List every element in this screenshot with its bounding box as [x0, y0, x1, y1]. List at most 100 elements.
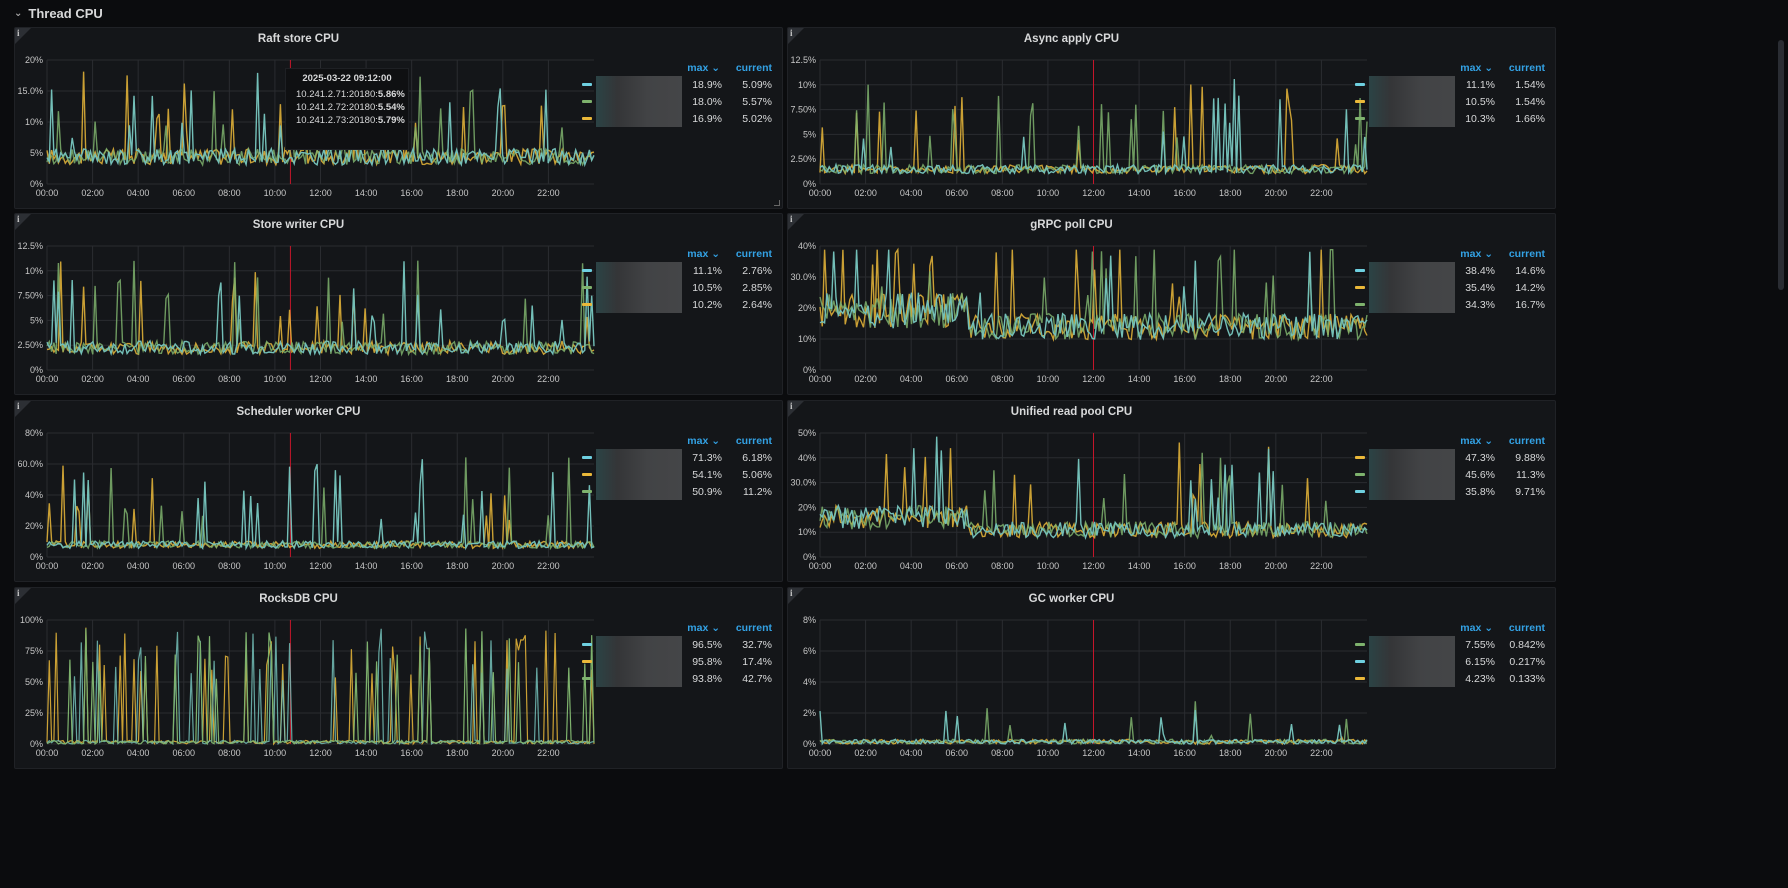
legend-item[interactable]: 7.55% 0.842%: [1355, 636, 1545, 653]
x-tick-label: 18:00: [446, 374, 469, 384]
legend-item[interactable]: 4.23% 0.133%: [1355, 670, 1545, 687]
x-tick-label: 04:00: [127, 188, 150, 198]
legend-item[interactable]: 10.5% 1.54%: [1355, 93, 1545, 110]
chart-storew[interactable]: 0% 2.50% 5% 7.50% 10% 12.5% 00:00 02:00 04:00 06:…: [15, 214, 783, 395]
legend-max-value: 10.3%: [1465, 112, 1495, 125]
panel-title[interactable]: Scheduler worker CPU: [236, 406, 361, 418]
legend-item[interactable]: 10.5% 2.85%: [582, 279, 772, 296]
legend-current-header[interactable]: current: [1508, 248, 1545, 260]
legend-item[interactable]: 18.0% 5.57%: [582, 93, 772, 110]
chart-async[interactable]: 0% 2.50% 5% 7.50% 10% 12.5% 00:00 02:00 04:00 06:…: [788, 28, 1556, 209]
y-tick-label: 40%: [798, 241, 816, 251]
legend-max-sort-header[interactable]: max ⌄: [687, 622, 720, 634]
legend-item[interactable]: 50.9% 11.2%: [582, 483, 772, 500]
legend-item[interactable]: 16.9% 5.02%: [582, 110, 772, 127]
legend-max-value: 18.0%: [692, 95, 722, 108]
panel-info-icon[interactable]: i: [788, 28, 804, 44]
panel-title[interactable]: Async apply CPU: [1023, 33, 1120, 45]
legend-max-sort-header[interactable]: max ⌄: [1460, 622, 1493, 634]
y-tick-label: 0%: [803, 179, 816, 189]
panel-title[interactable]: gRPC poll CPU: [1030, 219, 1113, 231]
y-tick-label: 0%: [803, 552, 816, 562]
legend-color-swatch: [1355, 677, 1365, 680]
legend-series-name-redacted: [1369, 279, 1455, 296]
legend-current-header[interactable]: current: [1508, 622, 1545, 634]
legend-max-sort-header[interactable]: max ⌄: [687, 62, 720, 74]
chart-sched[interactable]: 0% 20% 40% 60.0% 80% 00:00 02:00 04:00 06:00 08:0…: [15, 401, 783, 582]
legend-current-header[interactable]: current: [735, 248, 772, 260]
legend-series-name-redacted: [1369, 636, 1455, 653]
legend-max-sort-header[interactable]: max ⌄: [1460, 435, 1493, 447]
legend-item[interactable]: 35.4% 14.2%: [1355, 279, 1545, 296]
series-line: [46, 628, 595, 746]
legend-current-header[interactable]: current: [735, 62, 772, 74]
chart-unified[interactable]: 0% 10% 20% 30.0% 40% 50% 00:00 02:00 04:00 06:00 0…: [788, 401, 1556, 582]
legend-item[interactable]: 71.3% 6.18%: [582, 449, 772, 466]
panel-title[interactable]: RocksDB CPU: [259, 593, 338, 605]
legend-item[interactable]: 10.2% 2.64%: [582, 296, 772, 313]
panel-resize-handle[interactable]: [774, 200, 780, 206]
legend-item[interactable]: 35.8% 9.71%: [1355, 483, 1545, 500]
panel-sched[interactable]: i Scheduler worker CPU 0% 20% 40% 60.0% 80% 00:…: [14, 400, 783, 582]
x-tick-label: 14:00: [1128, 561, 1151, 571]
legend-max-sort-header[interactable]: max ⌄: [1460, 248, 1493, 260]
legend-item[interactable]: 96.5% 32.7%: [582, 636, 772, 653]
y-tick-label: 30.0%: [790, 478, 816, 488]
scrollbar[interactable]: [1778, 40, 1784, 290]
panel-title[interactable]: Unified read pool CPU: [1010, 406, 1133, 418]
row-header-thread-cpu[interactable]: ⌄ Thread CPU: [14, 2, 103, 24]
x-tick-label: 22:00: [1310, 561, 1333, 571]
x-tick-label: 16:00: [400, 748, 423, 758]
panel-grpc[interactable]: i gRPC poll CPU 0% 10% 20% 30.0% 40% 00:00 02:00…: [787, 213, 1556, 395]
legend-current-header[interactable]: current: [735, 622, 772, 634]
panel-title[interactable]: Raft store CPU: [257, 33, 340, 45]
legend-item[interactable]: 34.3% 16.7%: [1355, 296, 1545, 313]
panel-info-icon[interactable]: i: [788, 401, 804, 417]
legend-item[interactable]: 18.9% 5.09%: [582, 76, 772, 93]
panel-title[interactable]: GC worker CPU: [1028, 593, 1115, 605]
x-tick-label: 22:00: [537, 188, 560, 198]
chart-gc[interactable]: 0% 2% 4% 6% 8% 00:00 02:00 04:00 06:00 08:00 10:00…: [788, 588, 1556, 769]
tooltip-series-name: 10.241.2.72:20180:: [296, 102, 378, 113]
chart-rocks[interactable]: 0% 25% 50% 75% 100% 00:00 02:00 04:00 06:00 08:00…: [15, 588, 783, 769]
series-line: [819, 249, 1368, 341]
legend-item[interactable]: 93.8% 42.7%: [582, 670, 772, 687]
legend-item[interactable]: 54.1% 5.06%: [582, 466, 772, 483]
legend-series-name-redacted: [596, 262, 682, 279]
panel-info-icon[interactable]: i: [15, 588, 31, 604]
panel-info-icon[interactable]: i: [15, 28, 31, 44]
chart-grpc[interactable]: 0% 10% 20% 30.0% 40% 00:00 02:00 04:00 06:00 08:0…: [788, 214, 1556, 395]
x-tick-label: 20:00: [1265, 561, 1288, 571]
x-tick-label: 08:00: [991, 748, 1014, 758]
panel-storew[interactable]: i Store writer CPU 0% 2.50% 5% 7.50% 10% 12.5% 0…: [14, 213, 783, 395]
legend-item[interactable]: 6.15% 0.217%: [1355, 653, 1545, 670]
legend-item[interactable]: 95.8% 17.4%: [582, 653, 772, 670]
panel-async[interactable]: i Async apply CPU 0% 2.50% 5% 7.50% 10% 12.5% 00…: [787, 27, 1556, 209]
panel-title[interactable]: Store writer CPU: [252, 219, 345, 231]
legend-item[interactable]: 10.3% 1.66%: [1355, 110, 1545, 127]
panel-raft[interactable]: i Raft store CPU 0% 5% 10% 15.0% 20% 00:00 02:00…: [14, 27, 783, 209]
y-tick-label: 7.50%: [790, 105, 816, 115]
legend-item[interactable]: 11.1% 2.76%: [582, 262, 772, 279]
x-tick-label: 12:00: [309, 188, 332, 198]
legend-max-sort-header[interactable]: max ⌄: [687, 435, 720, 447]
legend-current-header[interactable]: current: [1508, 62, 1545, 74]
panel-info-icon[interactable]: i: [15, 214, 31, 230]
legend-max-sort-header[interactable]: max ⌄: [687, 248, 720, 260]
legend-current-header[interactable]: current: [1508, 435, 1545, 447]
panel-info-icon[interactable]: i: [15, 401, 31, 417]
panel-gc[interactable]: i GC worker CPU 0% 2% 4% 6% 8% 00:00 02:00 04:00 0…: [787, 587, 1556, 769]
legend-current-header[interactable]: current: [735, 435, 772, 447]
legend-series-name-redacted: [596, 93, 682, 110]
tooltip-row: 10.241.2.73:20180: 5.79%: [292, 114, 405, 127]
legend-item[interactable]: 47.3% 9.88%: [1355, 449, 1545, 466]
y-tick-label: 12.5%: [17, 241, 43, 251]
panel-info-icon[interactable]: i: [788, 588, 804, 604]
legend-item[interactable]: 11.1% 1.54%: [1355, 76, 1545, 93]
legend-item[interactable]: 45.6% 11.3%: [1355, 466, 1545, 483]
panel-rocks[interactable]: i RocksDB CPU 0% 25% 50% 75% 100% 00:00 02:00 04:…: [14, 587, 783, 769]
panel-unified[interactable]: i Unified read pool CPU 0% 10% 20% 30.0% 40% 50…: [787, 400, 1556, 582]
legend-max-sort-header[interactable]: max ⌄: [1460, 62, 1493, 74]
panel-info-icon[interactable]: i: [788, 214, 804, 230]
legend-item[interactable]: 38.4% 14.6%: [1355, 262, 1545, 279]
